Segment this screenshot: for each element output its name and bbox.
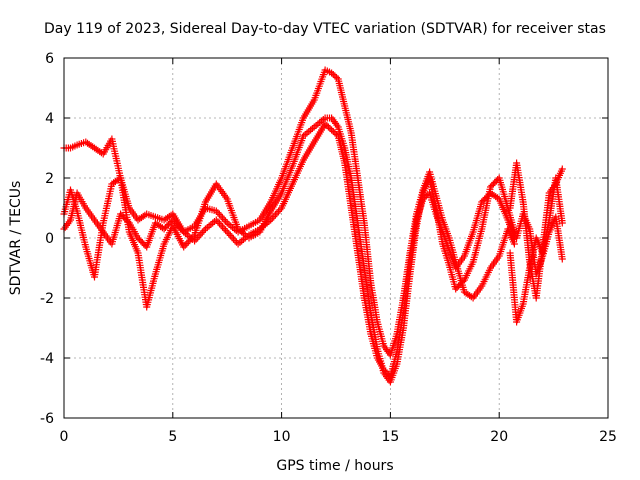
data-point [220,225,228,233]
y-tick-label: -2 [40,291,54,307]
x-tick-label: 10 [273,429,291,445]
x-tick-label: 25 [599,429,617,445]
axis-ticks: 0 5 10 15 20 25 -6 -4 -2 0 2 4 6 [40,51,617,445]
y-tick-label: 6 [45,51,54,67]
data-point [222,217,230,225]
data-point [175,223,183,231]
data-point [382,368,389,375]
data-point [558,219,566,227]
data-point [333,131,340,138]
data-point [124,218,132,225]
data-point [270,213,278,221]
data-points [60,66,566,386]
data-point [231,237,239,245]
x-tick-label: 20 [490,429,508,445]
data-point [194,234,202,242]
data-point [268,214,276,222]
x-tick-label: 15 [381,429,399,445]
data-point [169,216,177,224]
series-track-3 [60,120,518,380]
x-tick-label: 5 [168,429,177,445]
data-point [200,227,208,235]
data-point [229,235,237,243]
data-point [422,192,430,200]
data-point [421,194,429,201]
data-point [276,206,284,214]
data-point [222,226,230,234]
grid [64,58,608,418]
data-point [217,221,225,229]
data-point [324,123,332,131]
y-tick-label: 0 [45,231,54,247]
data-point [223,228,231,236]
y-axis-label: SDTVAR / TECUs [8,181,24,296]
data-point [214,209,222,217]
data-point [195,232,203,240]
data-point [219,214,226,222]
data-point [225,230,233,238]
data-point [331,129,339,137]
data-point [510,240,518,248]
data-point [172,219,180,227]
data-point [228,233,236,241]
data-point [178,226,186,234]
data-point [326,125,334,132]
data-point [275,207,282,215]
data-point [329,128,337,135]
data-point [212,216,220,224]
data-point [331,72,339,80]
series-track-5 [506,159,566,302]
data-point [380,366,388,374]
data-point [419,195,427,203]
data-point [181,241,189,249]
data-point [226,231,234,239]
data-point [191,237,199,245]
data-point [329,71,337,78]
data-point [267,216,275,224]
data-point [197,230,205,238]
data-point [558,255,566,263]
data-point [198,228,206,236]
y-tick-label: -6 [40,411,54,427]
data-point [328,69,336,77]
series-track-6 [506,210,566,278]
data-point [323,122,331,129]
x-axis-label: GPS time / hours [276,458,393,474]
data-point [321,120,329,128]
chart-title: Day 119 of 2023, Sidereal Day-to-day VTE… [44,21,606,37]
data-point [328,126,336,134]
data-point [271,211,279,219]
x-tick-label: 0 [60,429,69,445]
data-point [177,225,185,233]
data-point [215,219,223,227]
y-tick-label: 2 [45,171,54,187]
data-point [220,216,228,224]
data-point [459,278,467,285]
data-point [183,240,191,248]
data-point [192,235,200,243]
data-point [212,207,220,215]
data-point [273,209,281,217]
data-point [180,243,188,251]
data-point [215,210,223,218]
data-point [558,165,566,173]
data-point [219,223,226,231]
y-tick-label: 4 [45,111,54,127]
data-point [217,212,225,220]
data-point [214,218,222,226]
data-point [170,218,178,226]
y-tick-label: -4 [40,351,54,367]
data-point [333,74,340,81]
